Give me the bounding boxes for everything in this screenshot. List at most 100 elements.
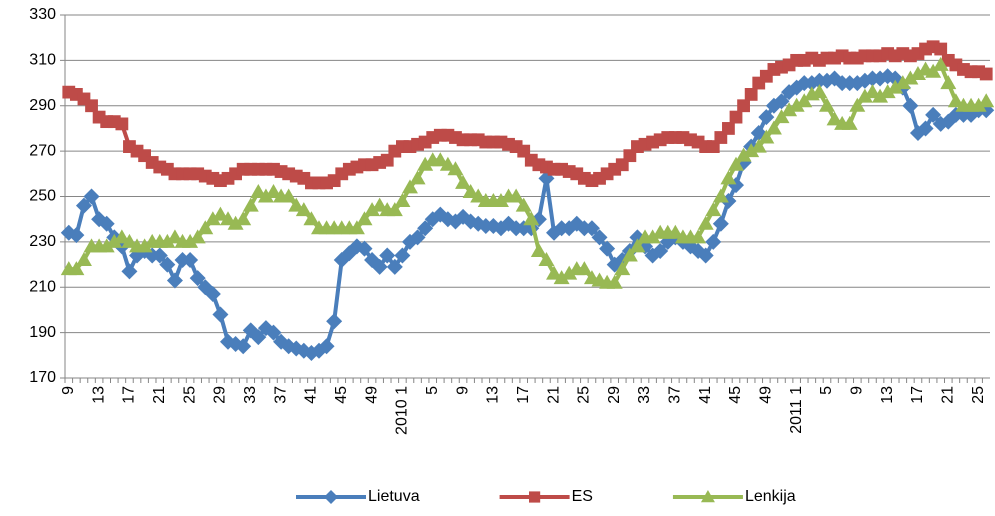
data-point (212, 206, 229, 221)
data-point (788, 97, 805, 112)
data-point (417, 156, 434, 171)
data-point (75, 252, 92, 267)
data-point (250, 183, 267, 198)
data-point (166, 272, 183, 289)
data-point (242, 197, 259, 212)
data-point (826, 111, 843, 126)
data-point (417, 220, 434, 237)
y-tick-label: 290 (29, 97, 56, 114)
legend-marker (324, 490, 338, 504)
data-point (98, 238, 115, 253)
legend-label: Lenkija (745, 488, 796, 505)
data-point (189, 229, 206, 244)
data-point (553, 270, 570, 285)
x-tick-label: 13 (879, 386, 896, 404)
data-point (864, 84, 881, 99)
data-point (227, 215, 244, 230)
data-point (401, 179, 418, 194)
data-point (909, 65, 926, 80)
series (62, 40, 993, 190)
data-point (697, 215, 714, 230)
data-point (591, 229, 608, 246)
data-point (220, 211, 237, 226)
data-point (212, 306, 229, 323)
data-point (386, 202, 403, 217)
data-point (765, 120, 782, 135)
x-tick-label: 21 (151, 386, 168, 404)
data-point (115, 117, 129, 131)
legend-label: ES (572, 488, 593, 505)
data-point (925, 106, 942, 123)
data-point (113, 229, 130, 244)
data-point (932, 56, 949, 71)
data-point (722, 122, 735, 135)
data-point (583, 220, 600, 237)
data-point (979, 67, 993, 81)
x-tick-label: 37 (272, 386, 289, 404)
data-point (737, 99, 750, 113)
y-tick-label: 250 (29, 188, 56, 205)
data-point (546, 265, 563, 280)
data-point (879, 84, 896, 99)
data-point (326, 313, 343, 330)
data-point (75, 197, 92, 214)
series (60, 56, 995, 289)
data-point (303, 211, 320, 226)
data-point (379, 247, 396, 264)
data-point (515, 197, 532, 212)
x-tick-label: 41 (303, 386, 320, 404)
x-tick-label: 29 (212, 386, 229, 404)
data-point (250, 329, 267, 346)
data-point (242, 322, 259, 339)
data-point (629, 238, 646, 253)
data-point (288, 197, 305, 212)
x-tick-label: 21 (545, 386, 562, 404)
x-tick-label: 17 (909, 386, 926, 404)
data-point (364, 202, 381, 217)
data-point (409, 229, 426, 246)
data-point (887, 79, 904, 94)
data-point (934, 42, 948, 56)
data-point (818, 97, 835, 112)
data-point (121, 233, 138, 248)
data-point (902, 97, 919, 114)
data-point (68, 261, 85, 276)
y-tick-label: 210 (29, 278, 56, 295)
x-tick-label: 49 (758, 386, 775, 404)
x-tick-label: 2011 1 (788, 386, 805, 434)
data-point (856, 88, 873, 103)
data-point (530, 242, 547, 257)
data-point (204, 286, 221, 303)
data-point (621, 247, 638, 262)
data-point (356, 211, 373, 226)
data-point (447, 161, 464, 176)
data-point (159, 256, 176, 273)
data-point (744, 88, 758, 101)
data-point (83, 188, 100, 205)
x-tick-label: 33 (242, 386, 259, 404)
data-point (197, 220, 214, 235)
data-point (85, 99, 98, 113)
data-point (432, 152, 449, 167)
data-point (728, 156, 745, 171)
x-tick-label: 25 (576, 386, 593, 404)
data-point (492, 193, 509, 208)
data-point (712, 215, 729, 232)
data-point (743, 143, 760, 158)
y-tick-label: 330 (29, 6, 56, 23)
data-point (894, 75, 911, 90)
data-point (781, 102, 798, 117)
y-tick-label: 270 (29, 142, 56, 159)
x-tick-label: 45 (727, 386, 744, 404)
data-point (182, 252, 199, 269)
x-tick-label: 17 (121, 386, 138, 404)
data-point (265, 324, 282, 341)
data-point (106, 233, 123, 248)
data-point (750, 138, 767, 153)
legend-marker (700, 490, 715, 503)
data-point (409, 170, 426, 185)
data-point (508, 188, 525, 203)
data-point (265, 183, 282, 198)
data-point (394, 193, 411, 208)
data-point (758, 129, 775, 144)
